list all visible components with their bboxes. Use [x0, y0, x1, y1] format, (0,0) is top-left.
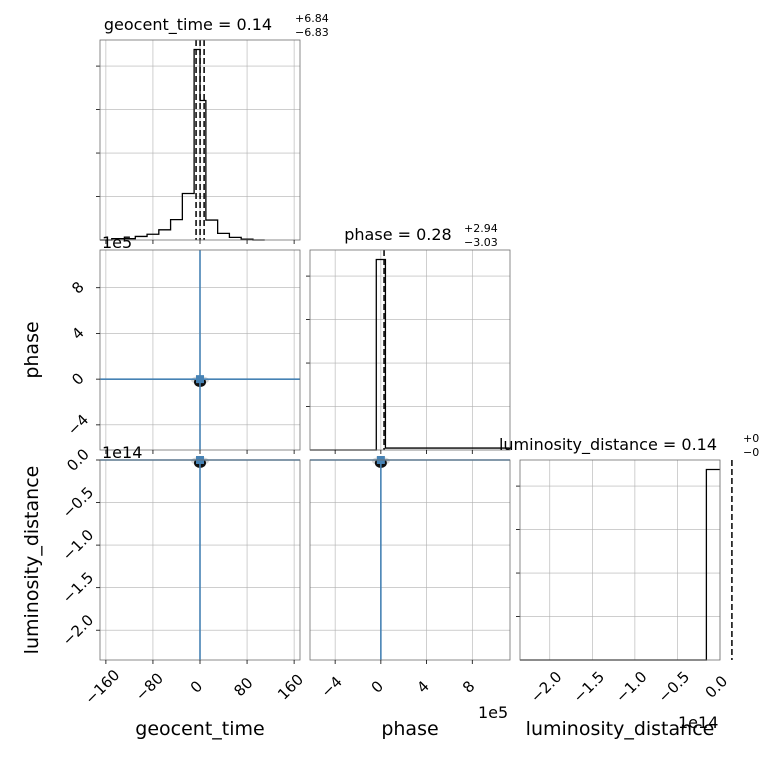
panel-title-luminosity_distance: luminosity_distance = 0.14 [499, 435, 717, 455]
x-tick-label: 0 [187, 677, 206, 696]
y-tick-label: 0.0 [63, 445, 93, 475]
title-upper-error: +6.84 [295, 12, 329, 25]
x-tick-label: 160 [274, 670, 307, 703]
y-tick-label: 0 [68, 369, 87, 388]
title-lower-error: −6.83 [295, 26, 329, 39]
y-tick-label: −2.0 [59, 611, 97, 649]
y-tick-label: −1.0 [59, 526, 97, 564]
y-offset-label: 1e14 [102, 443, 142, 462]
x-axis-label: phase [381, 718, 438, 740]
x-tick-label: 0.0 [702, 672, 732, 702]
panel-frame [309, 459, 511, 661]
panel-frame [519, 459, 721, 661]
y-offset-label: 1e5 [102, 233, 132, 252]
y-tick-label: 4 [68, 324, 87, 343]
x-offset-label: 1e5 [478, 703, 508, 722]
x-tick-label: −4 [317, 673, 345, 701]
hist-panel-luminosity_distance [520, 460, 721, 660]
x-axis-label: luminosity_distance [526, 718, 715, 740]
x-tick-label: 4 [413, 677, 432, 696]
x-tick-label: 0 [368, 677, 387, 696]
y-tick-label: −0.5 [59, 483, 97, 521]
y-tick-label: 8 [68, 278, 87, 297]
histogram-geocent_time [100, 48, 265, 241]
y-axis-label: phase [21, 321, 43, 378]
title-upper-error: +2.94 [464, 222, 498, 235]
x-tick-label: −80 [132, 669, 167, 704]
title-lower-error: −3.03 [464, 236, 498, 249]
title-lower-error: −0.05 [743, 446, 760, 459]
y-axis-label: luminosity_distance [21, 466, 43, 655]
histogram-phase [310, 258, 510, 451]
x-tick-label: −160 [81, 666, 123, 708]
panel-title-geocent_time: geocent_time = 0.14 [104, 15, 272, 35]
x-tick-label: −2.0 [527, 668, 565, 706]
x-offset-label: 1e14 [678, 713, 718, 732]
x-tick-label: 8 [459, 677, 478, 696]
x-tick-label: 80 [230, 674, 256, 700]
y-tick-label: −1.5 [59, 568, 97, 606]
title-upper-error: +0.05 [743, 432, 760, 445]
x-tick-label: −1.0 [612, 668, 650, 706]
panel-title-phase: phase = 0.28 [344, 225, 451, 244]
x-tick-label: −1.5 [570, 668, 608, 706]
hist-panel-phase [310, 250, 510, 450]
panel-frame [309, 249, 511, 451]
x-tick-label: −0.5 [655, 668, 693, 706]
x-axis-label: geocent_time [135, 718, 264, 740]
truth-marker [196, 375, 204, 384]
scatter-panel-phase-luminosity_distance [310, 459, 510, 660]
y-tick-label: −4 [64, 411, 92, 439]
